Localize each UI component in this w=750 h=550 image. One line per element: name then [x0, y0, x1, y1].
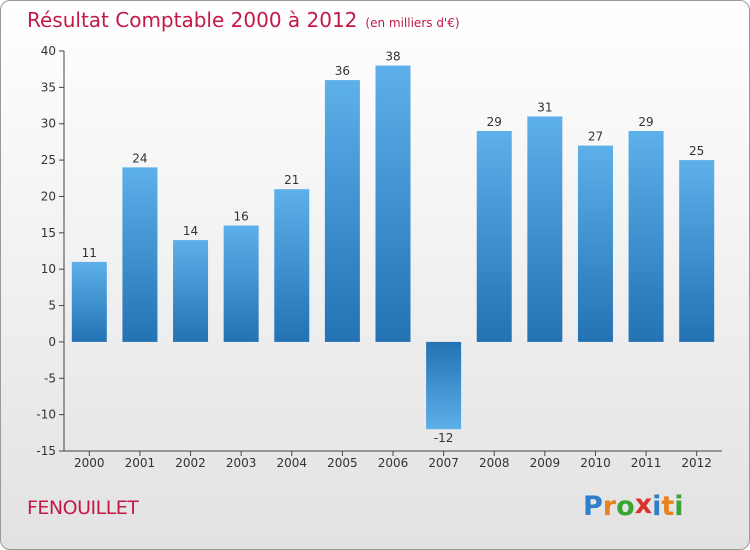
proxiti-logo: Proxiti: [583, 489, 684, 522]
logo-letter: i: [674, 491, 684, 522]
y-tick-label: -15: [36, 444, 56, 458]
bar: [324, 80, 360, 342]
y-tick-label: -10: [36, 408, 56, 422]
bar-value-label: 11: [82, 246, 97, 260]
bar: [375, 65, 411, 342]
bar-value-label: 36: [335, 64, 350, 78]
bar: [71, 261, 107, 342]
x-tick-label: 2011: [631, 456, 662, 470]
y-tick-label: 35: [41, 80, 56, 94]
logo-letter: P: [583, 491, 603, 522]
bar: [679, 160, 715, 342]
bar: [476, 131, 512, 342]
x-tick-label: 2005: [327, 456, 358, 470]
bar-value-label: 38: [385, 50, 400, 64]
bar: [122, 167, 158, 342]
commune-name: FENOUILLET: [27, 497, 139, 519]
bar-value-label: 31: [537, 100, 552, 114]
bar: [577, 145, 613, 342]
logo-letter: x: [634, 489, 653, 520]
bar-value-label: -12: [434, 431, 454, 445]
x-tick-label: 2000: [74, 456, 105, 470]
y-tick-label: 20: [41, 189, 56, 203]
y-tick-label: 15: [41, 226, 56, 240]
x-tick-label: 2007: [428, 456, 459, 470]
bar-value-label: 16: [234, 210, 249, 224]
x-tick-label: 2009: [530, 456, 561, 470]
y-tick-label: 40: [41, 44, 56, 58]
x-tick-label: 2002: [175, 456, 206, 470]
bar-value-label: 24: [132, 151, 147, 165]
x-tick-label: 2001: [125, 456, 156, 470]
logo-letter: r: [602, 491, 617, 522]
x-tick-label: 2012: [681, 456, 712, 470]
logo-letter: i: [652, 491, 662, 522]
bar-value-label: 25: [689, 144, 704, 158]
logo-letter: t: [661, 491, 675, 522]
bar-value-label: 21: [284, 173, 299, 187]
bar: [274, 189, 310, 342]
bar: [628, 131, 664, 342]
bar: [223, 225, 259, 342]
bar-value-label: 27: [588, 130, 603, 144]
bar-value-label: 14: [183, 224, 198, 238]
bar-value-label: 29: [638, 115, 653, 129]
bar: [173, 240, 209, 342]
y-tick-label: 30: [41, 117, 56, 131]
bar: [527, 116, 563, 342]
x-tick-label: 2006: [378, 456, 409, 470]
bar: [426, 341, 462, 430]
y-tick-label: 25: [41, 153, 56, 167]
chart-title: Résultat Comptable 2000 à 2012 (en millie…: [27, 8, 460, 32]
y-tick-label: 5: [48, 299, 56, 313]
x-tick-label: 2010: [580, 456, 611, 470]
chart-subtitle: (en milliers d'€): [365, 16, 460, 30]
logo-letter: o: [616, 491, 635, 522]
y-tick-label: -5: [44, 371, 56, 385]
x-tick-label: 2004: [276, 456, 307, 470]
x-tick-label: 2003: [226, 456, 257, 470]
chart-title-text: Résultat Comptable 2000 à 2012: [27, 8, 358, 32]
x-tick-label: 2008: [479, 456, 510, 470]
bar-value-label: 29: [487, 115, 502, 129]
y-tick-label: 0: [48, 335, 56, 349]
y-tick-label: 10: [41, 262, 56, 276]
